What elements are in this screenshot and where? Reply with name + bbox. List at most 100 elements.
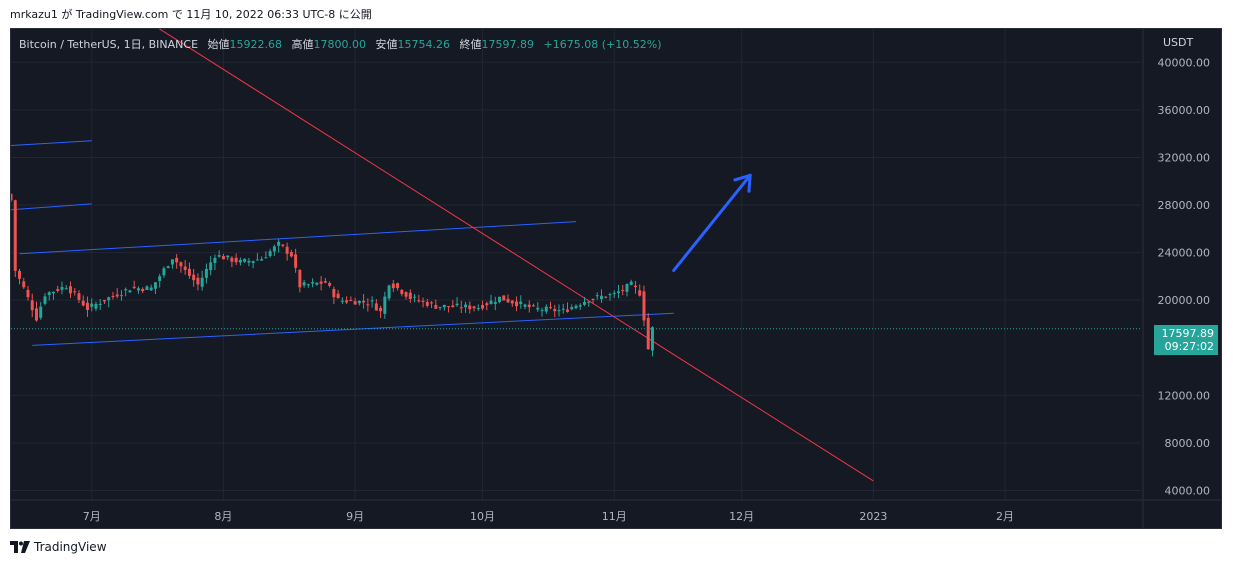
candle-body <box>374 303 378 311</box>
projection-arrow <box>672 173 752 272</box>
price-axis[interactable]: 40000.00 36000.00 32000.00 28000.00 24000.00… <box>1158 56 1211 497</box>
y-tick-label: 4000.00 <box>1165 484 1211 497</box>
y-tick-label: 36000.00 <box>1158 104 1211 117</box>
candle-body <box>85 302 89 310</box>
candle-body <box>476 308 480 310</box>
candle-body <box>527 304 531 308</box>
candle-body <box>73 291 77 293</box>
candle-body <box>510 300 514 304</box>
candle-body <box>498 296 502 303</box>
y-tick-label: 12000.00 <box>1158 389 1211 402</box>
candle-body <box>132 286 136 289</box>
candle-body <box>47 292 51 296</box>
candle-body <box>251 261 255 263</box>
downtrend-line <box>158 29 874 482</box>
candle-body <box>604 296 608 298</box>
candle-body <box>315 282 319 285</box>
candle-body <box>345 300 349 303</box>
candle-body <box>587 301 591 303</box>
candle-body <box>455 303 459 306</box>
candle-body <box>158 276 162 281</box>
candle-body <box>68 286 72 294</box>
candle-body <box>336 293 340 299</box>
candle-body <box>260 259 264 261</box>
candle-body <box>35 308 38 321</box>
low-value: 15754.26 <box>397 38 451 51</box>
drawing-tools[interactable] <box>11 29 874 482</box>
open-value: 15922.68 <box>229 38 283 51</box>
close-label: 終値 <box>459 38 482 51</box>
candle-body <box>11 194 13 201</box>
candle-body <box>544 306 548 312</box>
chart-frame[interactable]: 40000.00 36000.00 32000.00 28000.00 24000.00… <box>10 28 1222 529</box>
candle-body <box>357 300 361 304</box>
last-price-value: 17597.89 <box>1161 327 1215 340</box>
candle-body <box>370 300 374 302</box>
channel-line <box>11 203 92 211</box>
candle-body <box>493 302 497 304</box>
candle-body <box>591 298 595 300</box>
candle-body <box>162 268 166 276</box>
candle-body <box>175 257 179 263</box>
footer-brand[interactable]: TradingView <box>10 540 107 554</box>
candle-body <box>149 287 153 291</box>
candle-body <box>646 317 650 350</box>
candle-body <box>553 308 557 312</box>
candle-body <box>115 294 119 297</box>
publication-caption: mrkazu1 が TradingView.com で 11月 10, 2022… <box>10 8 372 21</box>
candle-body <box>221 256 225 260</box>
candle-body <box>566 309 569 312</box>
x-tick-label: 9月 <box>346 510 364 523</box>
symbol-label[interactable]: Bitcoin / TetherUS, 1日, BINANCE <box>19 38 199 51</box>
x-tick-label: 8月 <box>214 510 232 523</box>
candle-body <box>306 284 310 286</box>
candle-body <box>200 277 204 287</box>
candle-body <box>107 297 111 301</box>
candle-body <box>272 246 276 252</box>
candle-body <box>30 300 34 311</box>
candle-body <box>51 291 55 294</box>
candle-body <box>264 257 268 259</box>
y-tick-label: 32000.00 <box>1158 151 1211 164</box>
high-value: 17800.00 <box>313 38 367 51</box>
time-axis[interactable]: 7月 8月 9月 10月 11月 12月 2023 2月 <box>83 510 1014 523</box>
candle-body <box>319 281 323 284</box>
candle-body <box>353 301 357 305</box>
candle-body <box>302 282 306 286</box>
candle-body <box>166 266 170 268</box>
candle-body <box>570 307 574 310</box>
y-tick-label: 20000.00 <box>1158 294 1211 307</box>
candle-body <box>153 282 157 289</box>
candle-body <box>616 291 620 294</box>
candle-body <box>625 284 629 292</box>
candle-body <box>18 270 21 279</box>
open-label: 始値 <box>207 38 230 51</box>
candle-body <box>136 288 140 291</box>
candle-body <box>506 298 510 303</box>
candle-body <box>268 251 272 257</box>
candle-body <box>600 295 603 300</box>
candle-body <box>124 289 128 291</box>
candle-body <box>230 257 234 262</box>
candle-body <box>294 254 298 268</box>
candle-body <box>638 290 642 296</box>
candle-body <box>26 289 30 298</box>
candle-body <box>187 268 191 276</box>
candle-body <box>400 289 404 294</box>
candle-body <box>650 327 654 351</box>
candle-body <box>447 306 451 308</box>
candle-body <box>629 281 633 285</box>
candle-body <box>421 300 425 302</box>
price-chart[interactable]: 40000.00 36000.00 32000.00 28000.00 24000.00… <box>11 29 1221 528</box>
candle-body <box>98 303 102 305</box>
candle-body <box>340 300 344 302</box>
channel-line <box>11 140 92 147</box>
candle-body <box>523 304 527 307</box>
candle-body <box>145 286 149 291</box>
candle-body <box>595 295 599 297</box>
candle-body <box>111 296 115 298</box>
candle-body <box>281 244 285 246</box>
candle-body <box>285 246 289 254</box>
candle-body <box>574 305 578 309</box>
candle-body <box>583 302 586 305</box>
